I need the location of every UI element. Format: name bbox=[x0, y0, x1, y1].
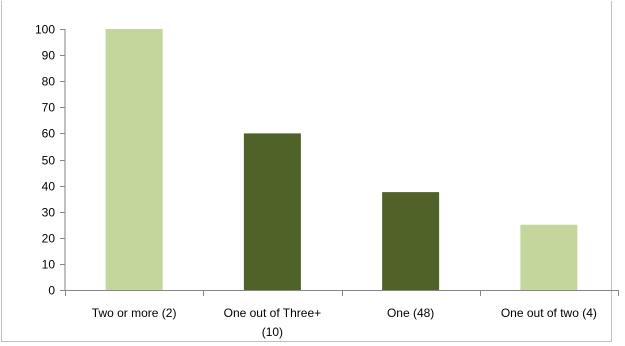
y-tick-label: 10 bbox=[42, 258, 56, 272]
x-tick-label: Two or more (2) bbox=[92, 306, 177, 320]
y-tick-label: 90 bbox=[42, 49, 56, 63]
y-tick-label: 100 bbox=[35, 23, 55, 37]
x-tick-label: One out of two (4) bbox=[501, 306, 597, 320]
y-tick-label: 80 bbox=[42, 75, 56, 89]
y-tick-label: 50 bbox=[42, 154, 56, 168]
bar-3 bbox=[382, 192, 440, 290]
y-tick-label: 20 bbox=[42, 232, 56, 246]
y-tick-label: 30 bbox=[42, 206, 56, 220]
chart-frame bbox=[1, 1, 612, 342]
bar-1 bbox=[105, 29, 163, 290]
x-tick-label: One out of Three+ bbox=[224, 306, 322, 320]
x-tick-label: One (48) bbox=[387, 306, 434, 320]
bar-4 bbox=[520, 224, 578, 290]
y-tick-label: 70 bbox=[42, 101, 56, 115]
y-tick-label: 0 bbox=[48, 284, 55, 298]
y-tick-label: 40 bbox=[42, 180, 56, 194]
x-tick-label: (10) bbox=[262, 325, 283, 339]
y-tick-label: 60 bbox=[42, 127, 56, 141]
bar-2 bbox=[243, 133, 301, 290]
